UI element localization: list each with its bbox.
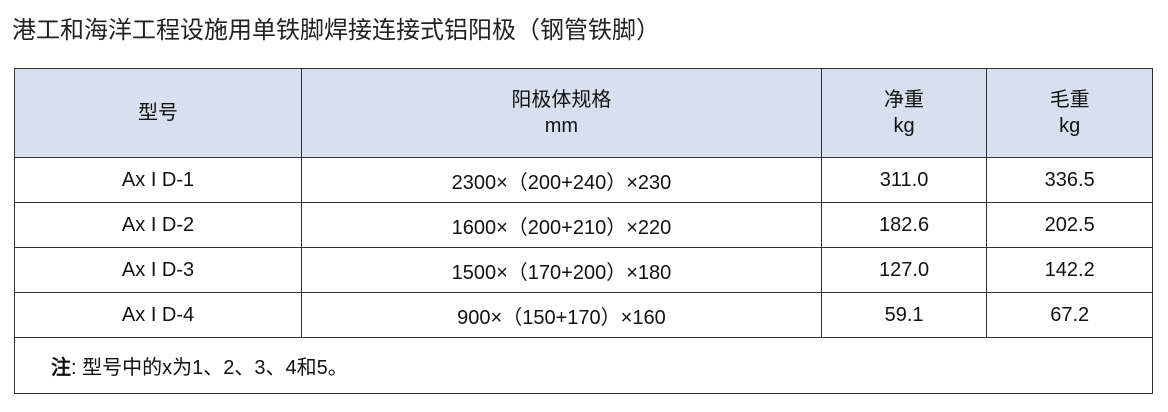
cell-model: Ax I D-2 <box>13 202 303 248</box>
header-spec: 阳极体规格 mm <box>301 68 822 158</box>
cell-net-weight: 59.1 <box>820 292 988 338</box>
table-row: Ax I D-4 900×（150+170）×160 59.1 67.2 <box>13 292 1153 338</box>
header-unit: kg <box>893 115 915 137</box>
cell-model: Ax I D-4 <box>13 292 303 338</box>
cell-net-weight: 127.0 <box>820 247 988 293</box>
table-row: Ax I D-2 1600×（200+210）×220 182.6 202.5 <box>13 202 1153 248</box>
anode-spec-table: 型号 阳极体规格 mm 净重 kg 毛重 kg Ax I D-1 2300×（200+… <box>13 68 1153 394</box>
cell-spec: 1600×（200+210）×220 <box>301 202 822 248</box>
cell-spec: 1500×（170+200）×180 <box>301 247 822 293</box>
cell-gross-weight: 142.2 <box>986 247 1153 293</box>
header-unit: kg <box>1059 115 1081 137</box>
note-row: 注: 型号中的x为1、2、3、4和5。 <box>14 337 1153 394</box>
cell-net-weight: 182.6 <box>820 202 988 248</box>
header-net-weight: 净重 kg <box>820 68 988 158</box>
cell-model: Ax I D-1 <box>13 157 303 203</box>
cell-model: Ax I D-3 <box>13 247 303 293</box>
cell-gross-weight: 336.5 <box>986 157 1153 203</box>
header-label: 净重 <box>884 89 925 111</box>
header-gross-weight: 毛重 kg <box>986 68 1153 158</box>
cell-spec: 2300×（200+240）×230 <box>301 157 822 203</box>
table-note: 注: 型号中的x为1、2、3、4和5。 <box>14 337 1153 394</box>
cell-gross-weight: 202.5 <box>986 202 1153 248</box>
header-label: 型号 <box>138 102 179 124</box>
table-row: Ax I D-1 2300×（200+240）×230 311.0 336.5 <box>13 157 1153 203</box>
table-row: Ax I D-3 1500×（170+200）×180 127.0 142.2 <box>13 247 1153 293</box>
cell-gross-weight: 67.2 <box>986 292 1153 338</box>
cell-spec: 900×（150+170）×160 <box>301 292 822 338</box>
header-model: 型号 <box>13 68 303 158</box>
note-text: : 型号中的x为1、2、3、4和5。 <box>71 357 348 379</box>
page-title: 港工和海洋工程设施用单铁脚焊接连接式铝阳极（钢管铁脚） <box>12 17 660 44</box>
table-header-row: 型号 阳极体规格 mm 净重 kg 毛重 kg <box>13 68 1153 158</box>
header-label: 毛重 <box>1049 89 1090 111</box>
note-label: 注 <box>51 357 71 379</box>
header-unit: mm <box>544 115 579 137</box>
cell-net-weight: 311.0 <box>820 157 988 203</box>
header-label: 阳极体规格 <box>511 89 612 111</box>
